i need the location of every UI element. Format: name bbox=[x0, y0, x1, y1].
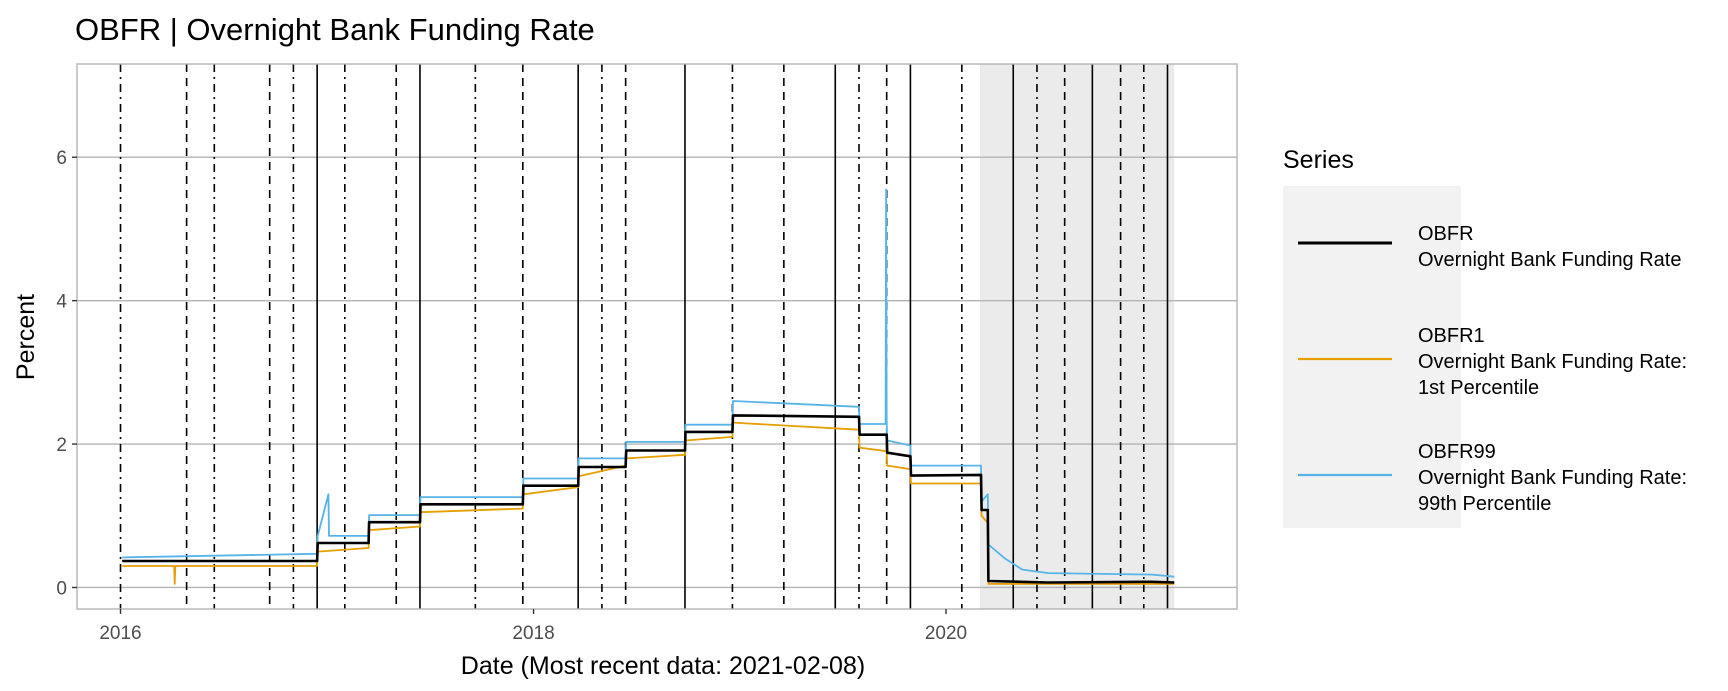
x-tick-label: 2016 bbox=[99, 623, 141, 644]
legend-label-obfr99: OBFR99 bbox=[1418, 441, 1496, 463]
legend-label-obfr: OBFR bbox=[1418, 223, 1474, 245]
legend-label-obfr99: 99th Percentile bbox=[1418, 493, 1551, 515]
x-tick-label: 2018 bbox=[512, 623, 554, 644]
y-tick-label: 0 bbox=[56, 578, 67, 599]
series-line-obfr99 bbox=[122, 188, 1175, 578]
shaded-region bbox=[979, 64, 1175, 609]
y-tick-label: 6 bbox=[56, 148, 67, 169]
legend-label-obfr99: Overnight Bank Funding Rate: bbox=[1418, 467, 1687, 489]
legend-label-obfr1: Overnight Bank Funding Rate: bbox=[1418, 351, 1687, 373]
x-axis-title: Date (Most recent data: 2021-02-08) bbox=[461, 652, 865, 680]
y-axis-title: Percent bbox=[12, 294, 40, 380]
legend-title: Series bbox=[1283, 146, 1354, 174]
panel-border bbox=[76, 63, 1238, 610]
legend: Series OBFR Overnight Bank Funding Rate OB… bbox=[1283, 146, 1687, 528]
x-tick-label: 2020 bbox=[925, 623, 967, 644]
y-tick-label: 2 bbox=[56, 435, 67, 456]
chart-title: OBFR | Overnight Bank Funding Rate bbox=[75, 12, 595, 47]
legend-label-obfr1: OBFR1 bbox=[1418, 325, 1485, 347]
legend-label-obfr: Overnight Bank Funding Rate bbox=[1418, 249, 1682, 271]
y-tick-label: 4 bbox=[56, 292, 67, 313]
plot-panel bbox=[76, 63, 1238, 610]
series-line-obfr bbox=[122, 414, 1175, 584]
legend-label-obfr1: 1st Percentile bbox=[1418, 377, 1539, 399]
